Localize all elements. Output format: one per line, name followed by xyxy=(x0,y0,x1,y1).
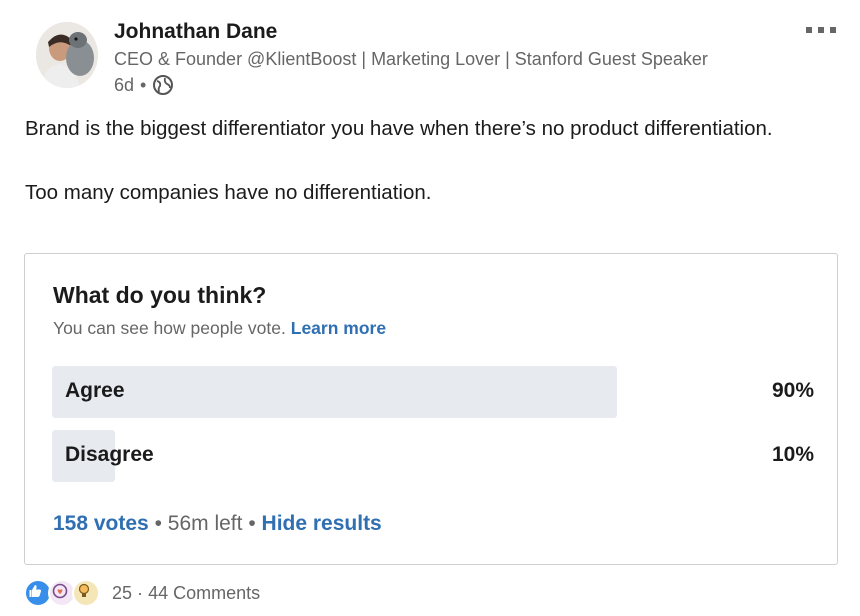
avatar-image xyxy=(36,22,98,88)
poll-subtitle-text: You can see how people vote. xyxy=(53,318,286,338)
votes-link[interactable]: 158 votes xyxy=(53,512,149,535)
learn-more-link[interactable]: Learn more xyxy=(290,318,387,338)
post-time: 6d xyxy=(114,74,135,95)
globe-icon xyxy=(152,74,174,96)
poll-result-bar xyxy=(52,430,115,482)
poll-card: What do you think? You can see how peopl… xyxy=(24,253,838,565)
poll-option-agree[interactable]: Agree 90% xyxy=(52,366,814,418)
author-headline: CEO & Founder @KlientBoost | Marketing L… xyxy=(114,49,708,69)
more-options-icon[interactable] xyxy=(804,18,838,40)
poll-option-percent: 90% xyxy=(771,379,814,402)
social-counts: 25 · 44 Comments xyxy=(24,579,260,607)
count-separator: · xyxy=(137,582,144,603)
like-icon[interactable] xyxy=(24,579,52,607)
hide-results-link[interactable]: Hide results xyxy=(261,512,382,535)
post-text: Brand is the biggest differentiator you … xyxy=(25,113,825,209)
meta-separator: • xyxy=(140,74,147,95)
post-paragraph: Too many companies have no differentiati… xyxy=(25,181,432,204)
poll-result-bar xyxy=(52,366,617,418)
reaction-count[interactable]: 25 xyxy=(112,582,133,603)
post-meta: 6d • xyxy=(114,74,174,96)
reaction-summary: 25 · 44 Comments xyxy=(112,583,260,604)
post-header: Johnathan Dane CEO & Founder @KlientBoos… xyxy=(0,0,860,110)
footer-separator: • xyxy=(248,512,256,535)
poll-footer: 158 votes • 56m left • Hide results xyxy=(53,512,382,536)
avatar[interactable] xyxy=(36,22,98,88)
footer-separator: • xyxy=(154,512,162,535)
poll-subtitle: You can see how people vote. Learn more xyxy=(53,318,386,339)
poll-question: What do you think? xyxy=(53,282,267,308)
time-left: 56m left xyxy=(167,512,243,535)
poll-option-disagree[interactable]: Disagree 10% xyxy=(52,430,814,482)
poll-option-label: Agree xyxy=(65,379,125,402)
author-name[interactable]: Johnathan Dane xyxy=(114,20,278,43)
poll-option-label: Disagree xyxy=(65,443,154,466)
poll-option-percent: 10% xyxy=(771,443,814,466)
post-paragraph: Brand is the biggest differentiator you … xyxy=(25,117,773,140)
comments-count[interactable]: 44 Comments xyxy=(148,582,261,603)
insightful-icon[interactable] xyxy=(72,579,100,607)
